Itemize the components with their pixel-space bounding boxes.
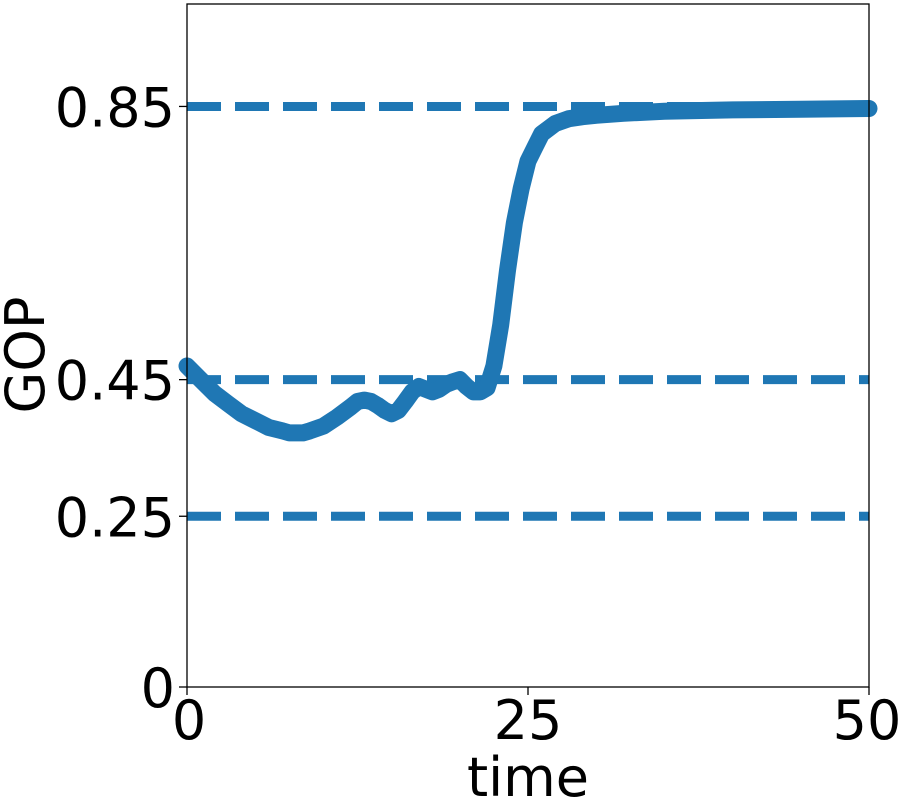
x-ticks: 0 25 50 xyxy=(172,687,902,752)
x-tick-label: 25 xyxy=(494,689,563,752)
x-tick-label: 50 xyxy=(833,689,902,752)
x-axis-label: time xyxy=(467,746,589,809)
y-tick-label: 0.25 xyxy=(55,486,175,549)
y-ticks: 0 0.25 0.45 0.85 xyxy=(55,76,187,720)
y-tick-label: 0.85 xyxy=(55,76,175,139)
y-tick-label: 0.45 xyxy=(55,350,175,413)
reference-lines xyxy=(187,101,869,521)
data-series xyxy=(178,100,878,442)
y-tick-label: 0 xyxy=(141,657,175,720)
y-axis-label: GOP xyxy=(0,297,57,414)
series-line-0 xyxy=(178,100,878,442)
x-tick-label: 0 xyxy=(172,689,206,752)
